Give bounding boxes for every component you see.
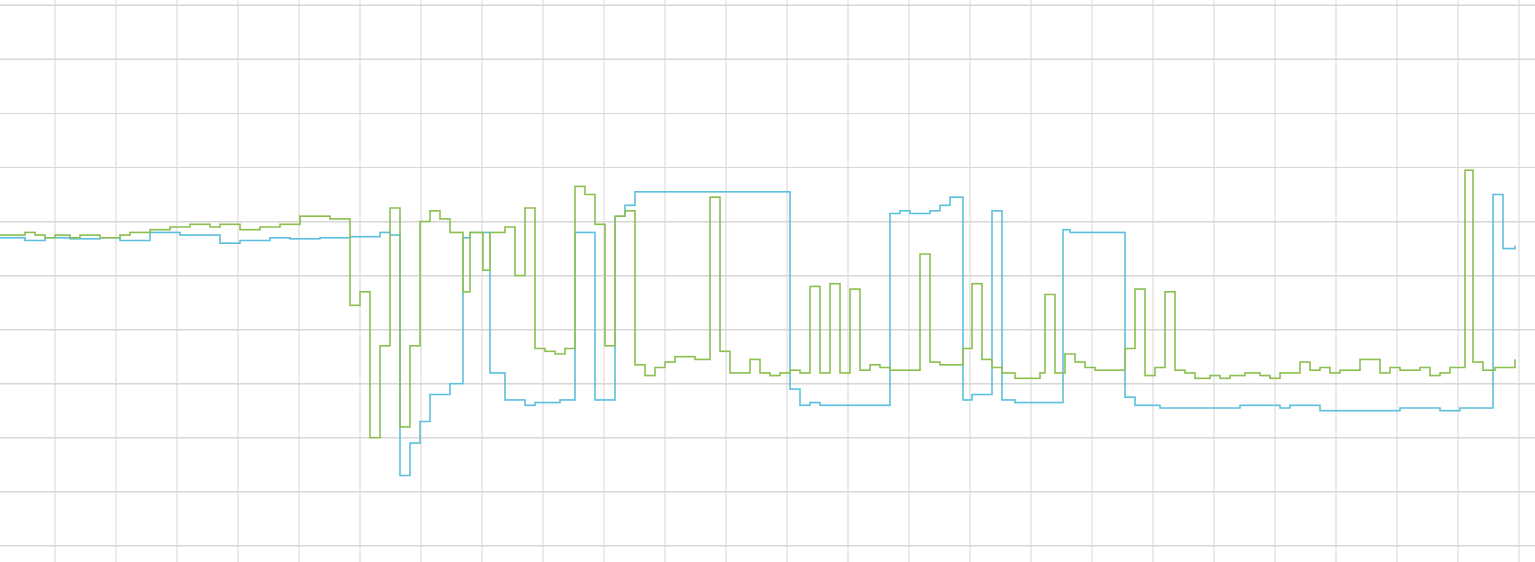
series-line-1	[0, 191, 1516, 477]
series-line-2	[0, 169, 1516, 439]
series-layer	[0, 169, 1516, 477]
